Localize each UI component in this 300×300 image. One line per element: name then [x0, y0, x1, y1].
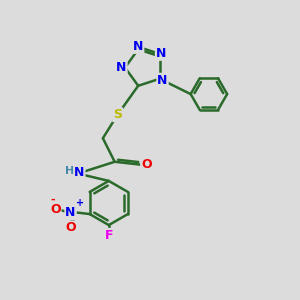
Text: N: N: [158, 74, 168, 87]
Text: N: N: [133, 40, 143, 53]
Text: +: +: [76, 198, 84, 208]
Text: F: F: [104, 229, 113, 242]
Text: N: N: [156, 47, 166, 60]
Text: O: O: [141, 158, 152, 171]
Text: O: O: [50, 202, 61, 215]
Text: S: S: [113, 108, 122, 121]
Text: N: N: [116, 61, 127, 74]
Text: -: -: [50, 195, 55, 205]
Text: O: O: [65, 221, 76, 234]
Text: N: N: [74, 167, 85, 179]
Text: N: N: [65, 206, 76, 219]
Text: H: H: [65, 166, 74, 176]
